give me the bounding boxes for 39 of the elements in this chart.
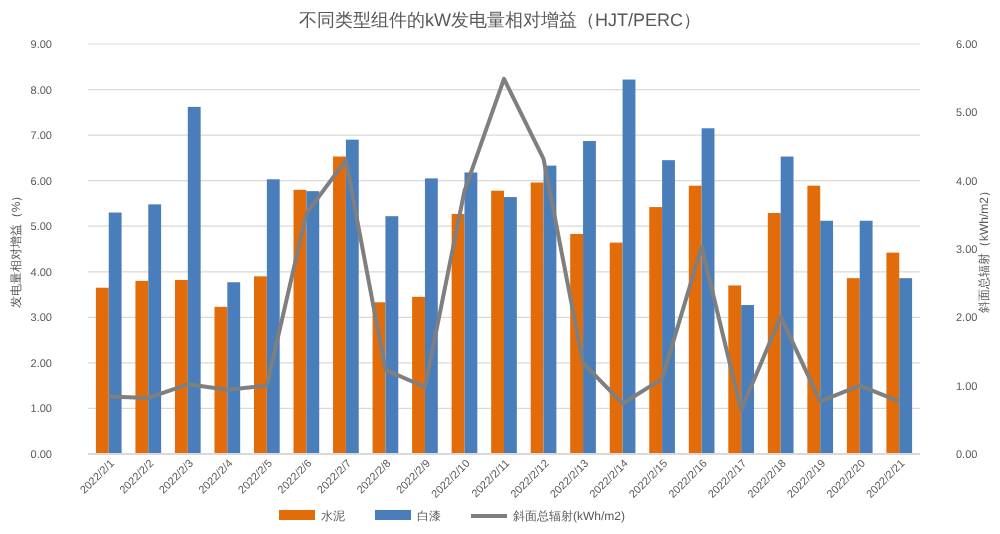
- bar: [859, 220, 873, 454]
- chart-title: 不同类型组件的kW发电量相对增益（HJT/PERC）: [299, 10, 701, 30]
- bar: [662, 160, 675, 454]
- bar: [385, 216, 399, 454]
- bar: [254, 276, 267, 454]
- bar: [412, 296, 425, 454]
- bar: [728, 285, 742, 454]
- bar: [306, 191, 320, 454]
- bar: [622, 79, 636, 454]
- bar: [333, 156, 346, 454]
- bar: [504, 197, 517, 454]
- bar: [767, 213, 781, 454]
- bar: [464, 172, 478, 454]
- bar: [780, 156, 794, 454]
- bar: [214, 306, 228, 454]
- bar: [688, 185, 702, 454]
- bar: [95, 287, 109, 454]
- line-series: [106, 76, 902, 413]
- bar: [227, 282, 241, 454]
- bar: [424, 178, 438, 454]
- bar: [174, 279, 188, 454]
- bar: [135, 280, 149, 454]
- bar: [491, 190, 504, 454]
- bar: [570, 233, 584, 454]
- bar: [609, 242, 623, 454]
- bar: [345, 139, 359, 454]
- bar: [846, 278, 860, 454]
- bar: [649, 207, 663, 454]
- bar: [108, 212, 122, 454]
- bar: [583, 141, 596, 454]
- bar: [886, 252, 900, 454]
- bar: [807, 185, 821, 454]
- bar: [266, 179, 280, 454]
- bar: [187, 106, 201, 454]
- bar: [820, 220, 834, 454]
- bar: [899, 278, 913, 454]
- bar: [148, 204, 162, 454]
- bar: [741, 305, 754, 454]
- bar: [530, 182, 544, 454]
